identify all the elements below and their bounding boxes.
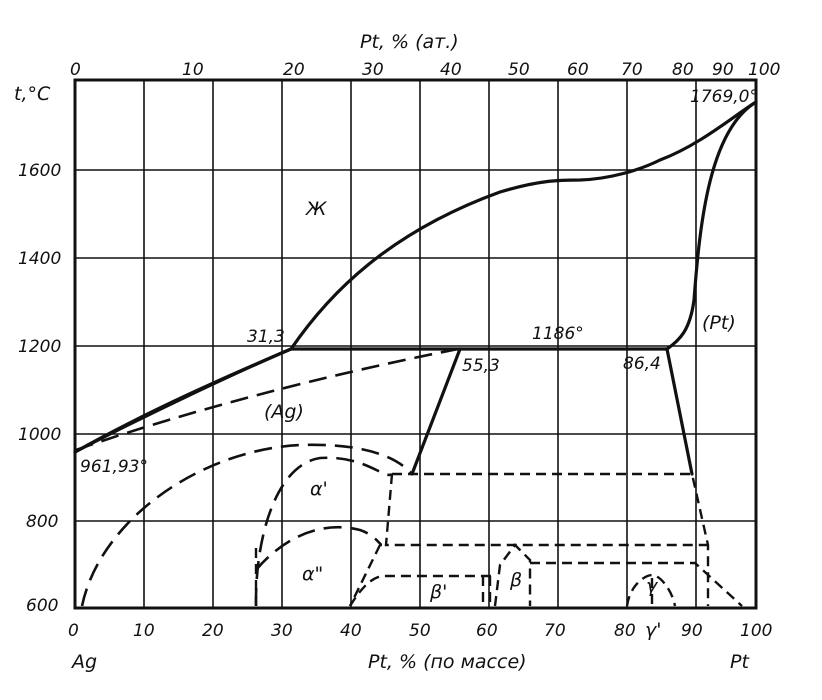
bottom-tick-70: 70 — [544, 621, 566, 641]
gamma1-region-label: γ' — [645, 619, 661, 641]
alpha1-dome — [254, 456, 393, 607]
y-axis-ticks: 1600 1400 1200 1000 800 600 — [18, 161, 61, 616]
bottom-tick-40: 40 — [340, 621, 362, 641]
phase-boundary-86 — [665, 347, 694, 476]
y-tick-800: 800 — [26, 512, 58, 532]
bottom-tick-30: 30 — [271, 621, 293, 641]
pt-solidus-curve — [665, 100, 758, 351]
y-tick-600: 600 — [26, 596, 58, 616]
y-tick-1400: 1400 — [18, 249, 61, 269]
alpha2-dome — [255, 525, 383, 571]
top-tick-30: 30 — [362, 60, 384, 80]
bottom-tick-0: 0 — [68, 621, 79, 641]
beta1-box — [481, 576, 492, 606]
top-axis-ticks: 0 10 20 30 40 50 60 70 80 90 100 — [70, 60, 780, 80]
bottom-tick-10: 10 — [133, 621, 155, 641]
bottom-tick-50: 50 — [409, 621, 431, 641]
gamma-line — [530, 561, 743, 607]
beta-region — [348, 574, 492, 607]
top-tick-20: 20 — [283, 60, 305, 80]
liquid-region-label: Ж — [305, 198, 328, 220]
point-86-4-label: 86,4 — [623, 354, 661, 374]
top-tick-60: 60 — [567, 60, 589, 80]
top-axis-title: Pt, % (ат.) — [360, 31, 459, 53]
y-tick-1200: 1200 — [18, 337, 61, 357]
top-tick-70: 70 — [621, 60, 643, 80]
y-axis-title: t,°C — [14, 83, 51, 105]
ordered-inner — [384, 473, 708, 547]
plot-frame — [73, 78, 758, 610]
beta1-region-label: β' — [429, 581, 447, 603]
ag-solvus-dashed — [75, 347, 459, 452]
bottom-tick-100: 100 — [740, 621, 772, 641]
bottom-tick-60: 60 — [476, 621, 498, 641]
top-tick-90: 90 — [712, 60, 734, 80]
point-55-3-label: 55,3 — [462, 356, 500, 376]
top-tick-10: 10 — [182, 60, 204, 80]
alpha1-region-label: α' — [310, 478, 328, 500]
ag-solid-region-label: (Ag) — [264, 401, 304, 423]
left-element-label: Ag — [70, 651, 97, 673]
gamma-dome — [625, 573, 677, 607]
bottom-tick-90: 90 — [681, 621, 703, 641]
y-tick-1000: 1000 — [18, 425, 61, 445]
ag-melting-point-label: 961,93° — [80, 457, 148, 477]
bottom-axis-title: Pt, % (по массе) — [368, 651, 527, 673]
bottom-tick-20: 20 — [202, 621, 224, 641]
top-tick-100: 100 — [748, 60, 780, 80]
top-tick-80: 80 — [672, 60, 694, 80]
pt-solid-region-label: (Pt) — [702, 312, 736, 334]
top-tick-50: 50 — [508, 60, 530, 80]
beta-dome — [493, 543, 532, 607]
bottom-axis-ticks: 0 10 20 30 40 50 60 70 80 90 100 — [68, 621, 772, 641]
top-tick-40: 40 — [440, 60, 462, 80]
phase-boundary-55 — [410, 347, 462, 476]
beta-region-label: β — [509, 569, 522, 591]
y-tick-1600: 1600 — [18, 161, 61, 181]
alpha2-region-label: α" — [302, 563, 323, 585]
gamma-region-label: γ — [646, 575, 659, 597]
right-element-label: Pt — [730, 651, 750, 673]
ordered-left — [348, 544, 382, 607]
top-tick-0: 0 — [70, 60, 81, 80]
grid — [75, 80, 756, 608]
peritectic-temp-label: 1186° — [532, 324, 584, 344]
alpha-dome-outer — [80, 443, 413, 607]
eutectic-point-label: 31,3 — [247, 327, 285, 347]
pt-melting-point-label: 1769,0° — [690, 87, 758, 107]
ag-solidus-curve — [73, 347, 293, 454]
bottom-tick-80: 80 — [614, 621, 636, 641]
